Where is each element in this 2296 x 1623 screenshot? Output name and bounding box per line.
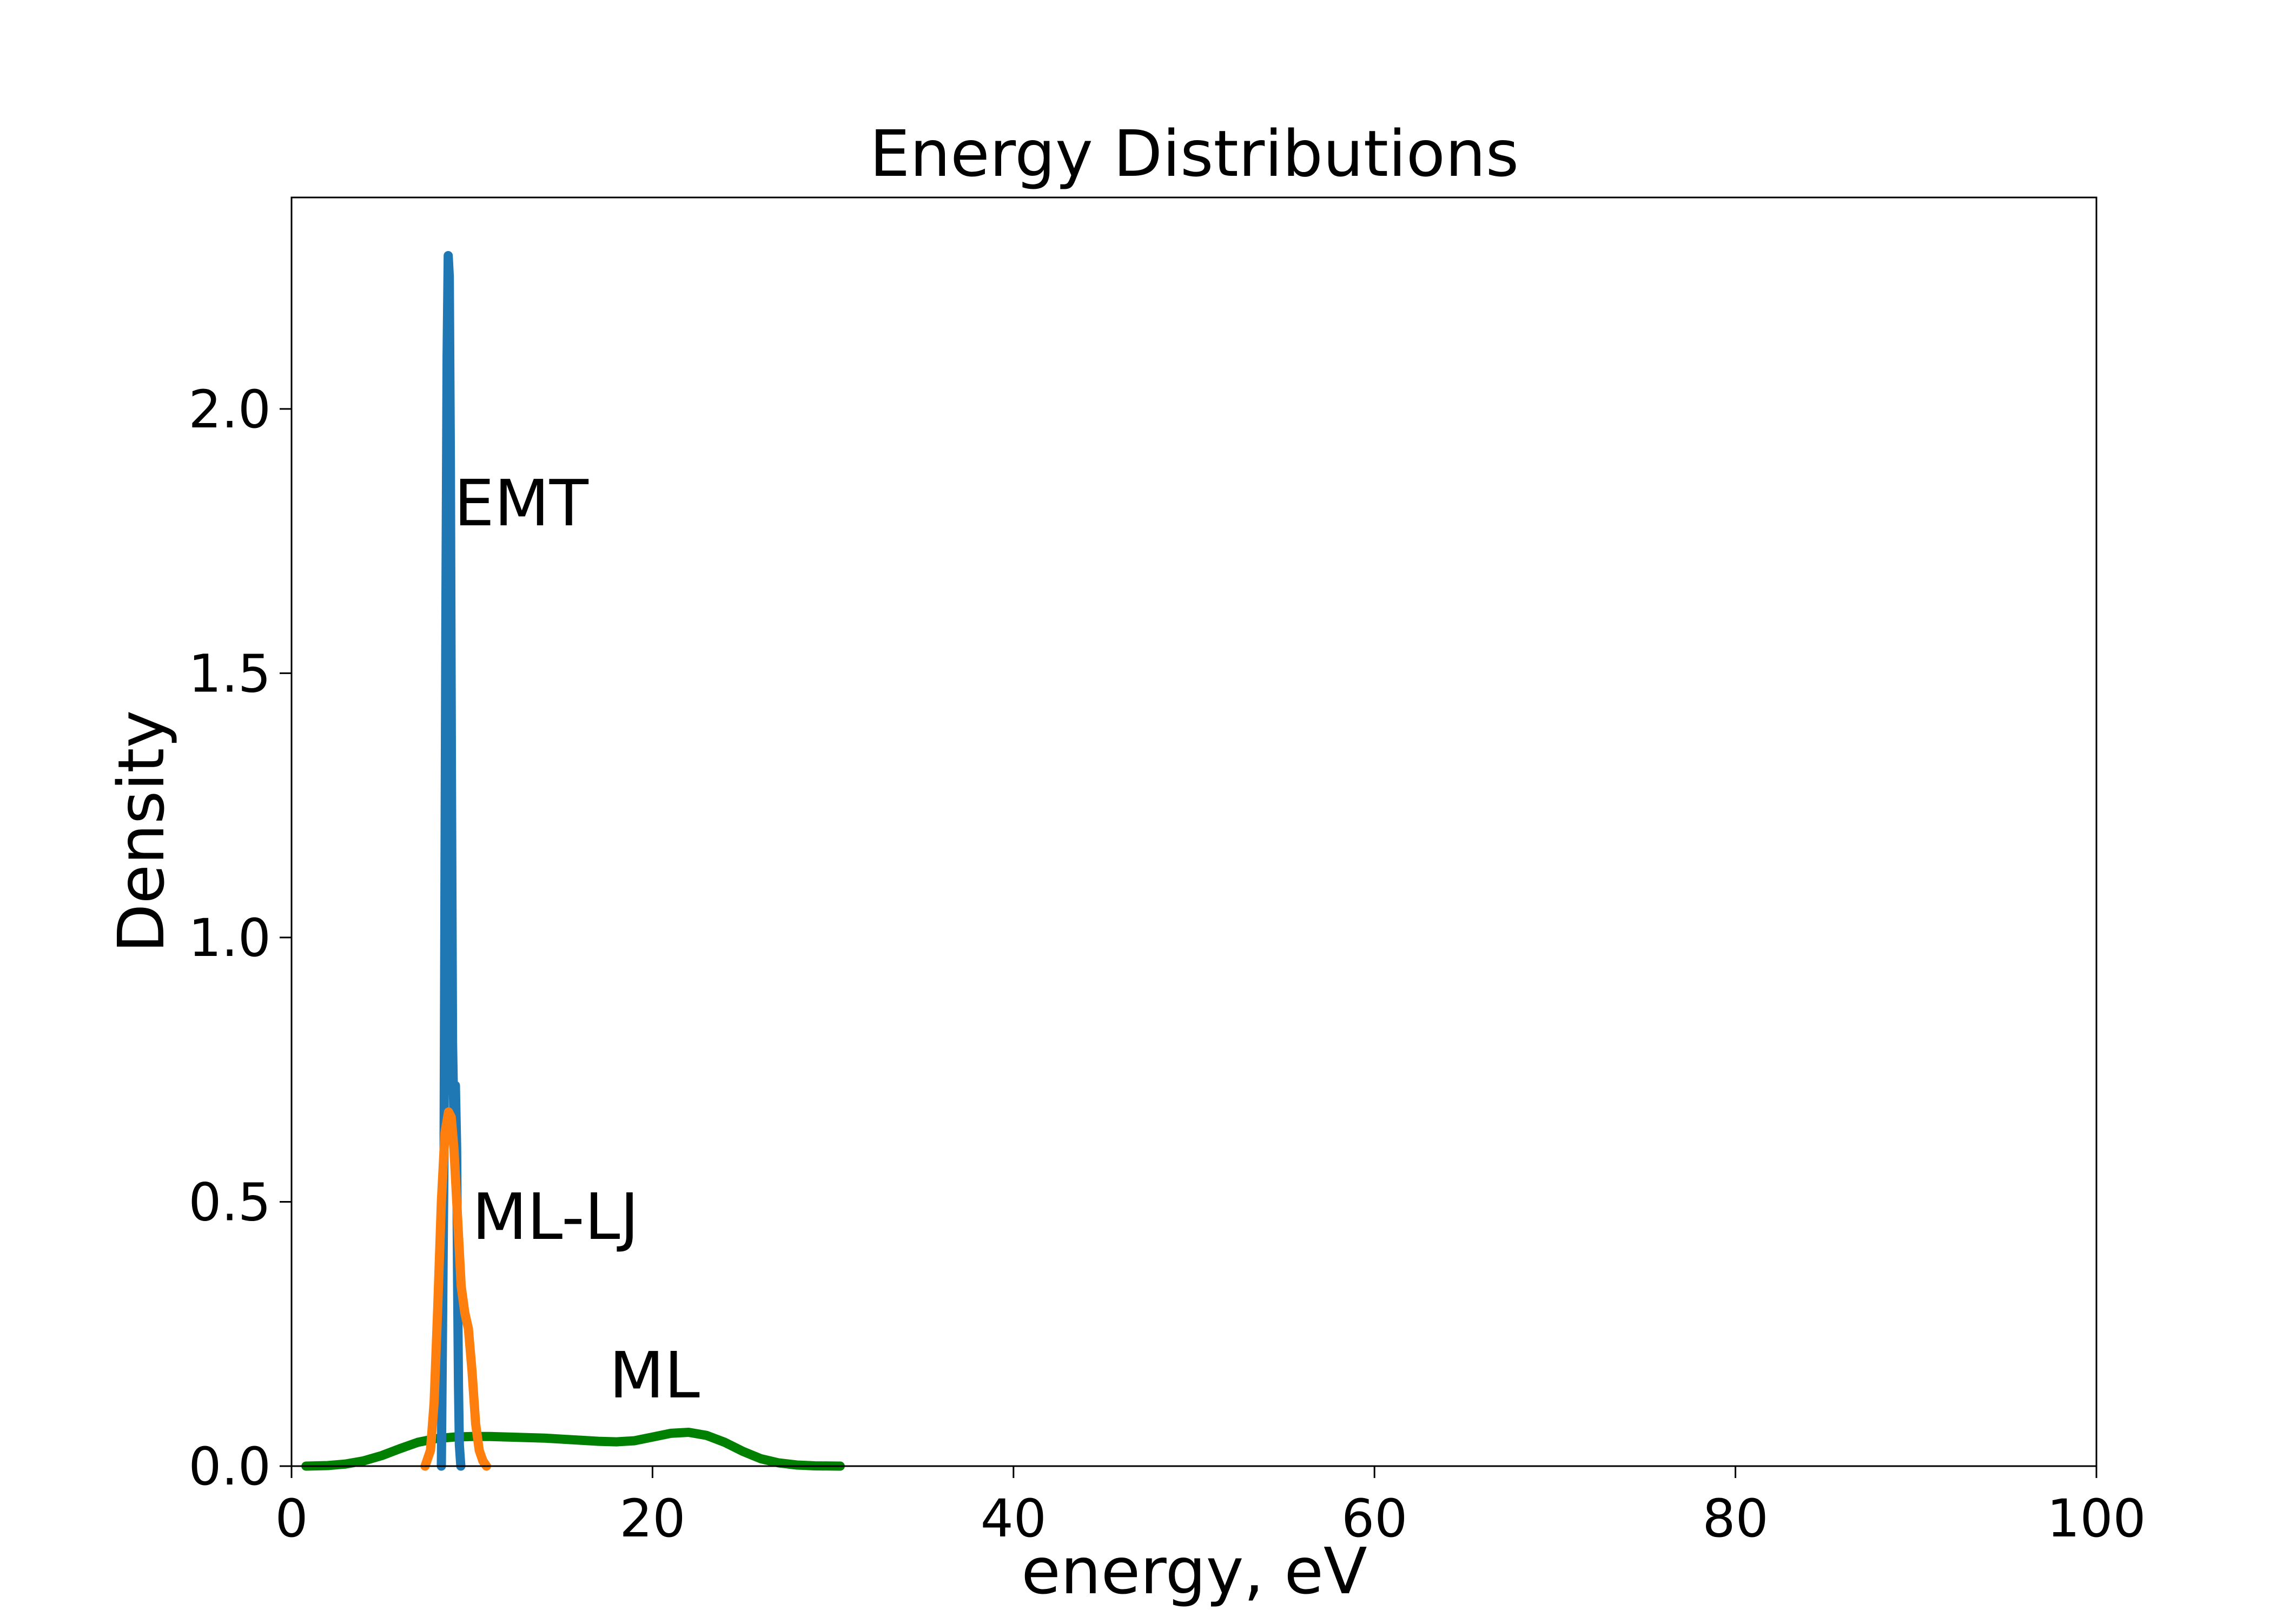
- x-tick-label: 60: [1341, 1488, 1407, 1549]
- x-axis-ticks: 0 20 40 60 80 100: [275, 1466, 2146, 1549]
- annotation-label-ml-lj: ML-LJ: [472, 1179, 639, 1254]
- series-line-ml: [301, 1428, 845, 1471]
- y-tick-label: 1.0: [188, 908, 271, 968]
- chart-title: Energy Distributions: [870, 116, 1519, 191]
- annotation-label-ml: ML: [609, 1338, 700, 1413]
- series-line-ml-lj: [420, 1107, 491, 1471]
- x-tick-label: 80: [1703, 1488, 1769, 1549]
- x-tick-label: 0: [275, 1488, 308, 1549]
- annotation-label-emt: EMT: [454, 466, 588, 540]
- y-tick-label: 0.5: [188, 1172, 271, 1232]
- plot-area-frame: [290, 196, 2098, 1467]
- x-tick-label: 20: [619, 1488, 685, 1549]
- x-tick-label: 100: [2047, 1488, 2146, 1549]
- y-tick-label: 1.5: [188, 643, 271, 704]
- y-tick-label: 0.0: [188, 1436, 271, 1497]
- y-axis-ticks: 0.0 0.5 1.0 1.5 2.0: [188, 379, 292, 1497]
- y-axis-label: Density: [104, 710, 178, 953]
- x-axis-label: energy, eV: [1021, 1534, 1367, 1608]
- annotation-layer: EMT ML-LJ ML: [454, 466, 700, 1413]
- x-tick-label: 40: [981, 1488, 1047, 1549]
- series-line-emt: [436, 251, 466, 1471]
- y-tick-label: 2.0: [188, 379, 271, 440]
- series-layer: [301, 251, 845, 1471]
